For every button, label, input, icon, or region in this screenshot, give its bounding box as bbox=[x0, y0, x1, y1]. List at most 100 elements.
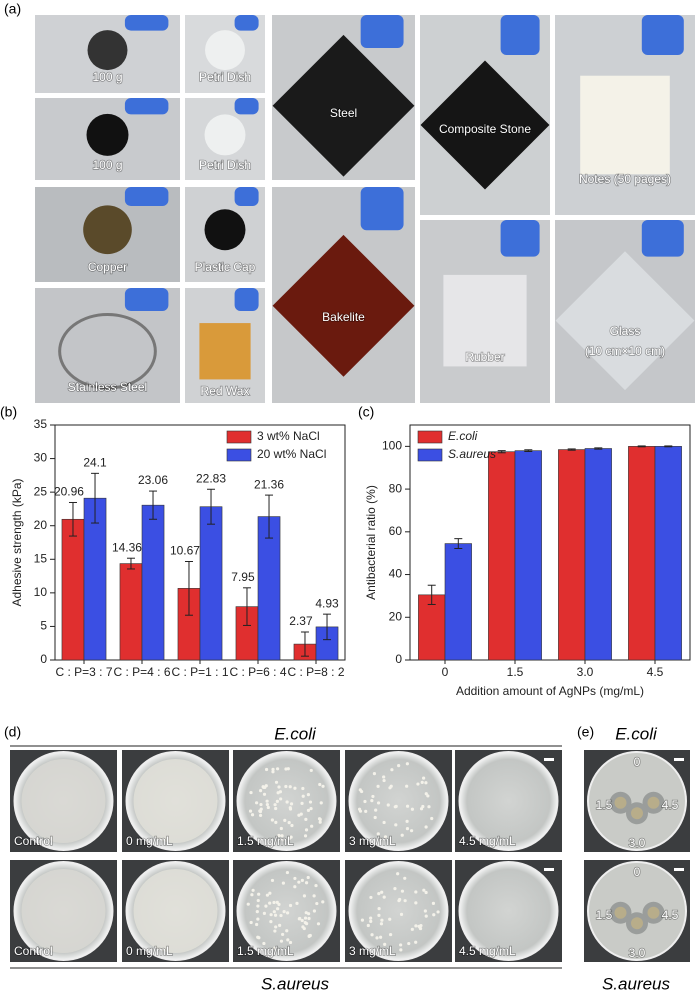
colony bbox=[259, 807, 263, 811]
bar bbox=[654, 446, 682, 661]
colony bbox=[414, 901, 418, 905]
value-label: 21.36 bbox=[254, 477, 284, 491]
dish-label: 4.5 mg/mL bbox=[459, 834, 516, 848]
colony bbox=[300, 918, 304, 923]
value-label: 2.37 bbox=[289, 614, 313, 628]
photo-label: Rubber bbox=[465, 350, 504, 364]
dose-label: 3.0 bbox=[629, 946, 646, 960]
colony bbox=[377, 906, 381, 911]
colony bbox=[369, 919, 373, 923]
value-label: 7.95 bbox=[231, 570, 255, 584]
colony bbox=[293, 876, 297, 881]
colony bbox=[390, 768, 394, 772]
colony bbox=[376, 801, 381, 805]
y-tick-label: 15 bbox=[34, 551, 48, 565]
colony bbox=[285, 911, 290, 915]
colony bbox=[284, 767, 288, 771]
dose-label: 3.0 bbox=[629, 836, 646, 850]
colony bbox=[410, 927, 414, 931]
colony bbox=[273, 946, 277, 950]
colony bbox=[309, 768, 313, 773]
photo-object bbox=[205, 30, 245, 71]
colony bbox=[304, 881, 309, 885]
photo-object bbox=[86, 113, 129, 156]
photo-glove bbox=[124, 98, 169, 115]
colony bbox=[371, 794, 375, 799]
colony bbox=[301, 786, 305, 791]
bar bbox=[444, 543, 472, 661]
value-label: 22.83 bbox=[196, 471, 226, 485]
colony bbox=[405, 784, 409, 788]
colony bbox=[421, 804, 425, 809]
colony bbox=[285, 929, 289, 933]
panel-heading: S.aureus bbox=[261, 974, 330, 993]
colony bbox=[275, 799, 279, 803]
colony bbox=[374, 808, 378, 812]
colony bbox=[300, 801, 304, 806]
colony bbox=[382, 778, 386, 783]
legend-swatch bbox=[226, 430, 252, 444]
colony bbox=[363, 799, 367, 804]
photo-label: Composite Stone bbox=[439, 122, 531, 136]
colony bbox=[274, 820, 278, 825]
colony bbox=[255, 922, 259, 927]
x-tick-label: 0 bbox=[442, 665, 449, 679]
photo-object bbox=[420, 60, 550, 190]
bar bbox=[628, 446, 656, 661]
colony bbox=[274, 806, 278, 811]
colony bbox=[258, 813, 263, 818]
colony bbox=[304, 911, 308, 915]
colony bbox=[360, 918, 365, 922]
dose-label: 0 bbox=[634, 865, 641, 879]
colony bbox=[288, 806, 292, 810]
colony bbox=[250, 893, 254, 897]
colony bbox=[414, 940, 418, 944]
colony bbox=[259, 802, 263, 807]
x-tick-label: 1.5 bbox=[507, 665, 524, 679]
colony bbox=[403, 899, 407, 903]
photo-glove bbox=[500, 15, 540, 55]
bacterial-lawn bbox=[21, 869, 106, 953]
colony bbox=[286, 938, 290, 942]
bar bbox=[119, 563, 143, 661]
colony bbox=[300, 878, 304, 882]
colony bbox=[306, 808, 311, 812]
photo-object bbox=[555, 251, 695, 391]
colony bbox=[250, 813, 255, 817]
colony bbox=[251, 888, 255, 892]
colony bbox=[396, 872, 400, 876]
bar bbox=[584, 448, 612, 661]
colony bbox=[375, 936, 379, 940]
colony bbox=[269, 913, 273, 917]
colony bbox=[432, 913, 436, 917]
colony bbox=[393, 887, 397, 891]
bacterial-lawn bbox=[133, 759, 218, 843]
value-label: 23.06 bbox=[138, 473, 168, 487]
colony bbox=[264, 904, 268, 908]
colony bbox=[382, 895, 386, 899]
colony bbox=[262, 941, 266, 946]
colony bbox=[369, 916, 373, 920]
colony bbox=[430, 816, 434, 821]
colony bbox=[271, 770, 275, 774]
photo-label: Plastic Cap bbox=[195, 260, 256, 274]
colony bbox=[280, 838, 285, 842]
y-tick-label: 30 bbox=[34, 451, 48, 465]
panel-label: (a) bbox=[4, 1, 21, 17]
colony bbox=[273, 913, 278, 917]
colony bbox=[400, 833, 404, 837]
colony bbox=[424, 792, 428, 796]
colony bbox=[281, 932, 285, 937]
colony bbox=[272, 900, 276, 905]
colony bbox=[264, 767, 269, 772]
colony bbox=[279, 939, 284, 943]
colony bbox=[436, 910, 440, 914]
colony bbox=[276, 791, 280, 795]
colony bbox=[304, 828, 309, 832]
colony bbox=[431, 901, 436, 906]
x-tick-label: C : P=1 : 1 bbox=[171, 665, 228, 679]
colony bbox=[389, 784, 393, 788]
colony bbox=[414, 924, 418, 928]
colony bbox=[277, 902, 281, 906]
x-axis-label: Addition amount of AgNPs (mg/mL) bbox=[456, 684, 644, 698]
